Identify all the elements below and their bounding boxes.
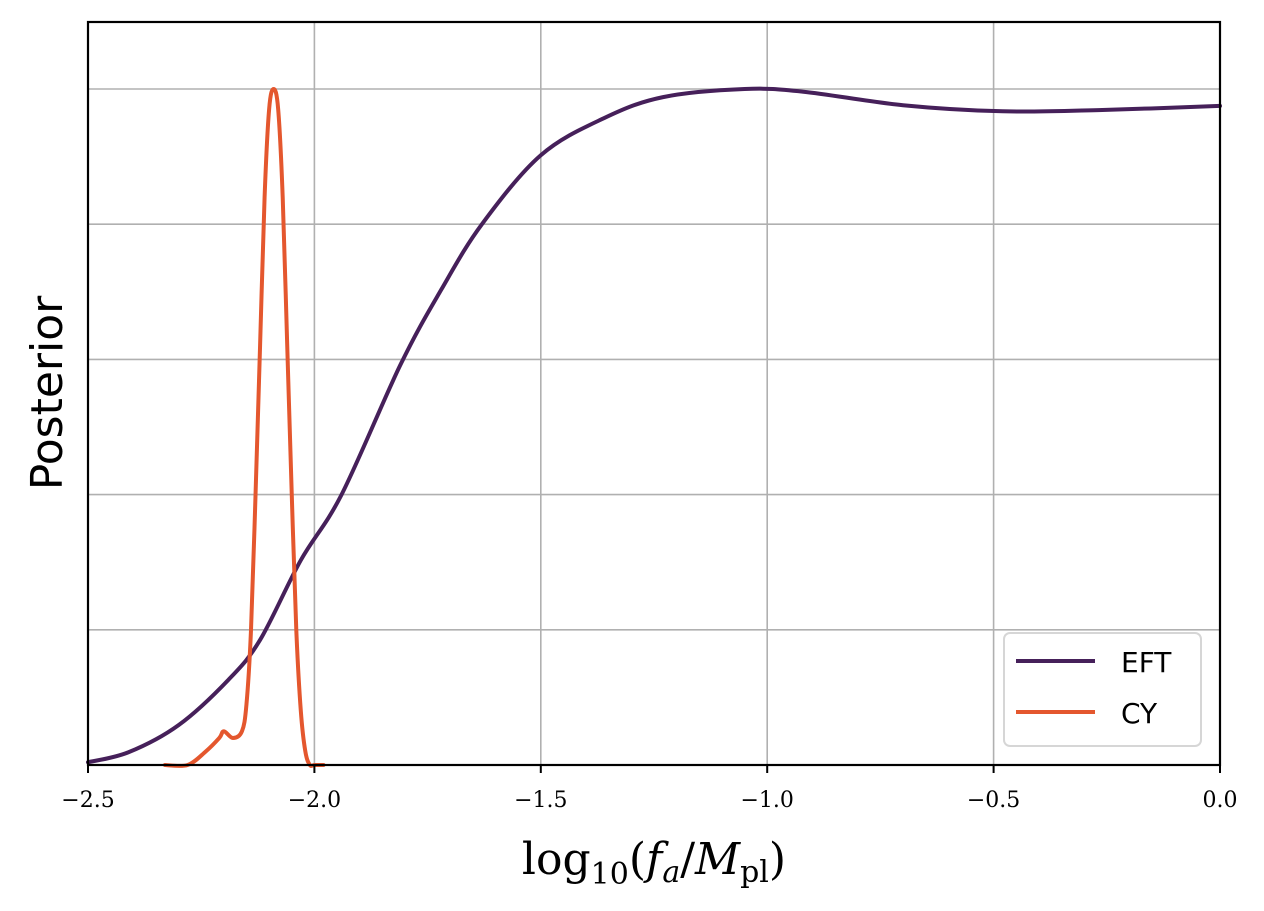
x-tick-label: −2.5	[61, 788, 114, 813]
series-line-cy	[162, 87, 326, 768]
x-axis-ticks: −2.5 −2.0 −1.5 −1.0 −0.5 0.0	[61, 765, 1238, 813]
x-tick-label: 0.0	[1203, 788, 1238, 813]
legend: EFT CY	[1003, 632, 1202, 747]
y-axis-label: Posterior	[22, 295, 73, 490]
legend-label-cy: CY	[1121, 697, 1158, 730]
x-tick-label: −1.0	[740, 788, 793, 813]
x-tick-label: −0.5	[967, 788, 1020, 813]
legend-label-eft: EFT	[1121, 646, 1172, 679]
series-lines	[86, 86, 1222, 768]
legend-box	[1003, 632, 1202, 747]
plot-frame	[86, 20, 1222, 767]
x-tick-label: −1.5	[514, 788, 567, 813]
x-axis-label: log10(fa/Mpl)	[522, 834, 786, 892]
x-tick-label: −2.0	[288, 788, 341, 813]
series-line-eft	[86, 86, 1222, 765]
